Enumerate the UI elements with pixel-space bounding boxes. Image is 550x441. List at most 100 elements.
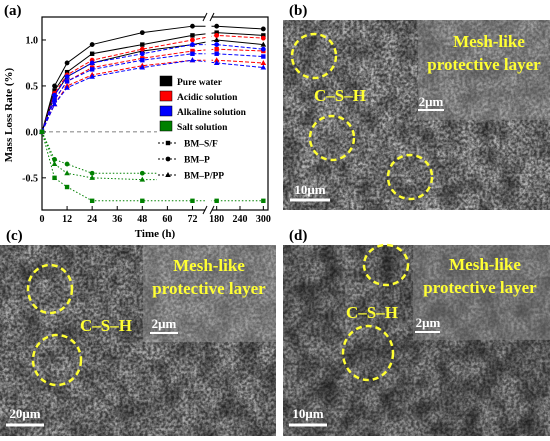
marker <box>139 170 145 176</box>
marker <box>260 59 267 65</box>
scale-bar-label: 10μm <box>294 182 325 197</box>
series-line <box>41 53 264 133</box>
marker <box>261 198 266 204</box>
sem-panel-b: (b) Mesh-like protective layer C–S–H 2μm… <box>283 3 550 210</box>
annotation: Mesh-like <box>173 256 245 275</box>
marker <box>89 60 95 66</box>
series-line <box>41 44 264 133</box>
marker <box>52 88 57 93</box>
x-tick-label: 180 <box>209 214 224 225</box>
panel-label: (a) <box>4 3 22 19</box>
marker <box>64 170 70 176</box>
marker <box>52 92 57 98</box>
marker <box>64 69 70 75</box>
marker <box>52 83 57 89</box>
marker <box>214 42 220 47</box>
marker <box>89 51 95 56</box>
marker <box>139 51 145 57</box>
annotation: protective layer <box>423 278 537 297</box>
marker <box>140 57 145 63</box>
y-tick-label: 0.5 <box>26 81 39 92</box>
break-mark <box>202 12 208 22</box>
marker <box>260 41 267 47</box>
y-tick-label: -0.5 <box>22 173 38 184</box>
legend-label: BM–S/F <box>184 140 218 150</box>
break-mark <box>209 205 215 215</box>
line-chart: (a) Time (h) Mass Loss Rate (%) -0.5 0.0 0… <box>3 3 271 240</box>
legend-label: Pure water <box>177 78 223 88</box>
marker <box>190 23 195 29</box>
legend-label: BM–P/PP <box>184 172 224 182</box>
legend-swatch <box>159 90 173 102</box>
marker <box>260 46 266 52</box>
annotation: protective layer <box>427 55 541 74</box>
marker <box>260 64 267 70</box>
marker <box>139 64 146 70</box>
scale-bar-label: 2μm <box>419 94 444 109</box>
marker <box>89 174 95 180</box>
y-axis-title: Mass Loss Rate (%) <box>3 67 15 162</box>
x-axis-title: Time (h) <box>135 228 176 240</box>
marker <box>140 42 145 47</box>
marker <box>51 101 58 107</box>
x-tick-label: 0 <box>40 214 45 225</box>
marker <box>260 26 266 32</box>
marker <box>89 73 95 79</box>
marker <box>190 42 195 47</box>
marker <box>39 128 45 134</box>
scale-bar-label: 2μm <box>152 316 177 331</box>
panel-label: (b) <box>289 3 307 19</box>
marker <box>189 57 196 63</box>
marker <box>64 161 70 167</box>
break-mark <box>209 12 215 22</box>
legend-swatch <box>159 105 173 117</box>
x-tick-label: 72 <box>187 214 197 225</box>
marker <box>190 37 195 43</box>
y-tick-label: 0.0 <box>26 127 39 138</box>
marker <box>213 57 220 63</box>
marker <box>64 60 70 66</box>
legend-label: BM–P <box>184 156 210 166</box>
annotation: Mesh-like <box>453 32 525 51</box>
x-tick-label: 24 <box>87 214 97 225</box>
marker <box>64 84 70 90</box>
marker <box>51 161 58 167</box>
marker <box>139 46 145 52</box>
marker <box>214 46 219 52</box>
x-tick-label: 48 <box>137 214 147 225</box>
marker <box>190 198 195 204</box>
marker <box>214 32 220 38</box>
series-line <box>41 59 264 133</box>
marker <box>140 198 145 204</box>
marker <box>165 156 171 162</box>
annotation: C–S–H <box>314 86 366 105</box>
marker <box>190 48 195 54</box>
marker <box>139 176 146 182</box>
marker <box>52 157 57 162</box>
sem-panel-d: (d) Mesh-like protective layer C–S–H 2μm… <box>283 228 550 436</box>
scale-bar-label: 10μm <box>292 406 323 421</box>
marker <box>139 30 145 36</box>
break-mark <box>202 205 208 215</box>
scale-bar-label: 20μm <box>9 406 40 421</box>
marker <box>213 59 220 65</box>
marker <box>165 172 171 177</box>
marker <box>213 36 220 42</box>
marker <box>214 51 219 56</box>
series-line <box>41 34 264 133</box>
marker <box>89 198 95 204</box>
annotation: protective layer <box>152 279 266 298</box>
panel-label: (d) <box>289 228 307 244</box>
x-tick-label: 60 <box>162 214 172 225</box>
marker <box>64 74 70 80</box>
marker <box>165 140 171 146</box>
annotation: C–S–H <box>80 316 132 335</box>
marker <box>64 184 70 190</box>
legend-label: Salt solution <box>177 123 228 133</box>
marker <box>214 23 220 29</box>
plot-frame <box>41 16 269 211</box>
marker <box>214 30 219 35</box>
sem-panel-c: (c) Mesh-like protective layer C–S–H 2μm… <box>0 228 276 436</box>
legend-label: Acidic solution <box>177 93 238 103</box>
